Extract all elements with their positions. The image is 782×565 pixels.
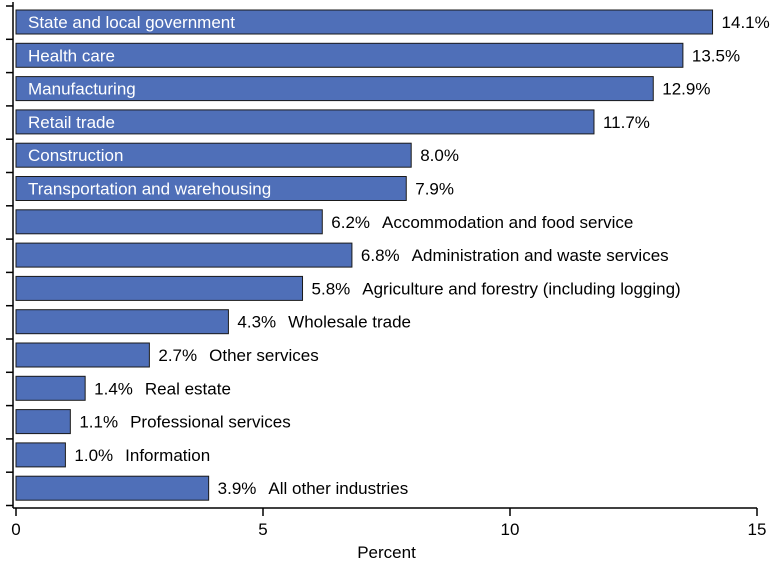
bar xyxy=(15,209,323,235)
category-label: State and local government xyxy=(28,13,235,32)
bar-value-label: 4.3% xyxy=(237,313,276,332)
bar xyxy=(15,409,71,435)
bar-value-label: 14.1% xyxy=(722,13,770,32)
category-label: Health care xyxy=(28,46,115,65)
category-label: Agriculture and forestry (including logg… xyxy=(362,279,680,298)
bar-value-label: 12.9% xyxy=(662,80,710,99)
bar xyxy=(15,142,412,168)
bars-layer xyxy=(15,9,714,501)
category-label: Information xyxy=(125,446,210,465)
x-axis-ticks: 0 5 10 15 xyxy=(11,508,766,539)
bar-value-label: 11.7% xyxy=(603,113,650,132)
bar-value-label: 1.1% xyxy=(79,413,118,432)
category-label: Wholesale trade xyxy=(288,313,411,332)
bar xyxy=(15,109,595,135)
y-axis-ticks xyxy=(6,5,13,507)
bar xyxy=(15,42,684,68)
bar-value-label: 13.5% xyxy=(692,46,740,65)
x-tick-label: 0 xyxy=(11,520,20,539)
category-label: Manufacturing xyxy=(28,80,136,99)
category-label: Retail trade xyxy=(28,113,115,132)
x-tick-label: 10 xyxy=(501,520,520,539)
bar-value-label: 2.7% xyxy=(158,346,197,365)
bar xyxy=(15,309,229,335)
bar xyxy=(15,176,407,201)
category-label: Construction xyxy=(28,146,123,165)
category-label: All other industries xyxy=(268,479,408,498)
bar xyxy=(15,375,86,401)
bar-value-label: 3.9% xyxy=(218,479,257,498)
bar xyxy=(15,9,714,35)
bar xyxy=(15,442,66,468)
bar-value-label: 1.4% xyxy=(94,379,133,398)
bar-value-label: 5.8% xyxy=(312,279,351,298)
bar xyxy=(15,475,210,501)
category-label: Professional services xyxy=(130,413,291,432)
bar-value-label: 8.0% xyxy=(420,146,459,165)
bar xyxy=(15,342,150,368)
bar-value-label: 6.8% xyxy=(361,246,400,265)
bar-value-label: 6.2% xyxy=(331,213,370,232)
x-tick-label: 15 xyxy=(748,520,767,539)
bar-value-label: 7.9% xyxy=(415,180,454,199)
bar xyxy=(15,242,353,268)
bar-value-label: 1.0% xyxy=(74,446,113,465)
x-tick-label: 5 xyxy=(258,520,267,539)
bar xyxy=(15,76,654,102)
x-axis-title: Percent xyxy=(357,543,416,562)
labels-layer: 14.1% State and local government 13.5% Heal… xyxy=(28,13,770,498)
category-label: Accommodation and food service xyxy=(382,213,633,232)
bar xyxy=(15,275,304,301)
category-label: Other services xyxy=(209,346,319,365)
category-label: Real estate xyxy=(145,379,231,398)
category-label: Administration and waste services xyxy=(412,246,669,265)
category-label: Transportation and warehousing xyxy=(28,180,271,199)
